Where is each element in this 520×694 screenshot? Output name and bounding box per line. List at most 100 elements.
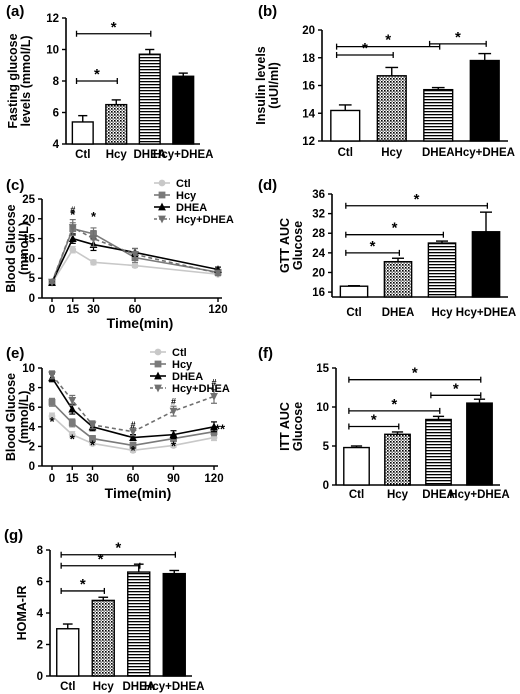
marker-circle: [158, 179, 166, 187]
x-tick-label: 15: [66, 473, 79, 485]
legend-label: Hcy: [176, 190, 197, 202]
y-axis-title-line: Fasting glucose: [6, 33, 20, 128]
legend-item-Hcy: Hcy: [154, 190, 197, 202]
y-axis-title-line: (uUI/ml): [267, 62, 281, 109]
bar-DHEA: [383, 260, 413, 298]
legend-label: DHEA: [176, 202, 207, 214]
significance-mark: *: [94, 66, 100, 83]
x-tick-label: 90: [167, 473, 180, 485]
y-tick-label: 16: [302, 81, 315, 93]
y-tick-label: 15: [316, 363, 329, 375]
significance-mark: *: [391, 396, 397, 413]
y-tick-label: 6: [53, 108, 59, 120]
significance-mark: *: [80, 576, 86, 593]
category-label: Hcy+DHEA: [153, 149, 213, 161]
bar-Ctl: [339, 285, 369, 298]
bar-Hcy+DHEA: [172, 75, 195, 145]
y-tick-label: 12: [302, 136, 315, 148]
series-line: [51, 415, 215, 452]
marker-triangle: [210, 422, 218, 431]
significance-mark: *: [414, 191, 420, 208]
significance-mark: #: [171, 396, 176, 406]
marker-square: [154, 360, 162, 368]
bar-Hcy+DHEA: [469, 59, 500, 142]
y-tick-label: 8: [53, 76, 60, 88]
significance-mark: #: [70, 205, 75, 215]
marker-triangle-down: [214, 269, 222, 278]
y-tick-label: 0: [29, 293, 35, 305]
legend-label: Hcy+DHEA: [176, 214, 234, 226]
significance-mark: *: [453, 380, 459, 397]
x-tick-label: 120: [204, 473, 223, 485]
y-tick-label: 28: [312, 228, 325, 240]
y-axis-title-line: Glucose: [291, 402, 305, 451]
y-tick-label: 32: [312, 209, 325, 221]
marker-triangle: [129, 433, 137, 441]
bar-DHEA: [425, 418, 452, 486]
category-label: Ctl: [338, 147, 353, 159]
y-tick-label: 2: [29, 441, 35, 453]
series-Hcy+DHEA: [48, 218, 222, 287]
panel-5: (f) 0 5 10 15 ITT AUCGlucose Ctl Hcy DHEAHcy+DHE…: [258, 345, 510, 501]
x-tick-label: 0: [49, 304, 55, 316]
marker-triangle-down: [154, 384, 162, 393]
y-tick-label: 0: [323, 480, 329, 492]
category-label: DHEA: [422, 489, 455, 501]
significance-mark: *: [98, 551, 104, 568]
category-label: DHEA: [122, 681, 155, 693]
significance-mark: *: [362, 40, 368, 57]
marker-circle: [170, 442, 177, 449]
y-tick-label: 0: [29, 461, 35, 473]
x-tick-label: 30: [86, 473, 99, 485]
legend-item-Ctl: Ctl: [150, 347, 187, 359]
marker-triangle: [158, 202, 166, 211]
y-tick-label: 4: [29, 422, 36, 434]
y-axis-title: Blood Glucose(mmol/L): [4, 204, 31, 292]
bar-Hcy: [427, 242, 457, 298]
marker-triangle-down: [210, 393, 218, 401]
significance-mark: *: [115, 540, 121, 557]
series-Hcy+DHEA: [48, 370, 218, 437]
category-label: DHEA: [382, 307, 415, 319]
y-tick-label: 20: [312, 267, 325, 279]
y-axis-title: ITT AUCGlucose: [278, 402, 305, 451]
y-tick-label: 8: [29, 383, 36, 395]
marker-square: [89, 435, 96, 442]
marker-circle: [68, 431, 76, 439]
y-axis-title: Fasting glucoselevels (mmol/L): [6, 33, 33, 128]
x-tick-label: 30: [87, 304, 100, 316]
panel-tag: (a): [6, 3, 24, 20]
y-axis-title-line: (mmol/L): [17, 222, 31, 275]
significance-mark: *: [70, 207, 76, 222]
legend-item-DHEA: DHEA: [154, 202, 207, 214]
y-tick-label: 12: [46, 13, 59, 25]
significance-mark: *: [392, 220, 398, 237]
legend-item-Hcy+DHEA: Hcy+DHEA: [154, 214, 234, 226]
y-tick-label: 18: [302, 53, 315, 65]
y-axis-title-line: (mmol/L): [17, 391, 31, 444]
y-axis-title-line: Glucose: [291, 221, 305, 270]
marker-triangle: [169, 430, 178, 439]
y-axis-title-line: Blood Glucose: [4, 204, 18, 292]
x-axis-title: Time(min): [107, 315, 174, 331]
y-axis-title: HOMA-IR: [15, 586, 29, 641]
y-tick-label: 20: [302, 25, 315, 37]
panel-tag: (c): [6, 177, 24, 194]
marker-square: [158, 191, 166, 199]
y-axis-title-line: HOMA-IR: [15, 586, 29, 641]
panel-tag: (b): [258, 3, 277, 20]
y-tick-label: 36: [312, 189, 325, 201]
marker-triangle: [154, 371, 162, 380]
y-axis-title-line: ITT AUC: [278, 402, 292, 451]
bar-Hcy+DHEA: [466, 402, 493, 486]
y-axis-title-line: levels (mmol/L): [19, 36, 33, 127]
marker-circle: [69, 246, 77, 254]
bar-Hcy: [376, 75, 407, 142]
significance-mark: *: [370, 238, 376, 255]
marker-circle: [154, 348, 162, 356]
series-line: [51, 377, 215, 439]
panel-3: (d) 16 20 24 28 32 36 GTT AUCGlucose Ctl DHEA Hcy H…: [258, 177, 516, 319]
bar-Hcy: [91, 599, 115, 677]
